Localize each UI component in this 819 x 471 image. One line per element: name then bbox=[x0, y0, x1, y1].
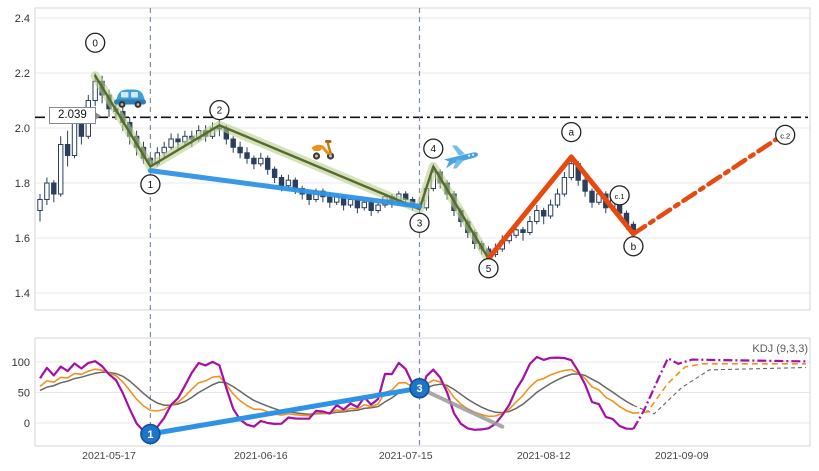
svg-text:50: 50 bbox=[18, 388, 30, 400]
impulse-wave bbox=[90, 71, 493, 264]
wave-label: 4 bbox=[423, 138, 444, 159]
wave-label: b bbox=[623, 236, 644, 257]
svg-text:2021-08-12: 2021-08-12 bbox=[517, 450, 571, 462]
svg-text:5: 5 bbox=[486, 264, 492, 275]
wave-label: 2 bbox=[209, 99, 230, 121]
svg-text:1: 1 bbox=[147, 429, 153, 441]
svg-text:1: 1 bbox=[148, 180, 154, 191]
svg-text:2.4: 2.4 bbox=[15, 13, 30, 25]
kdj-indicator-label: KDJ (9,3,3) bbox=[752, 343, 808, 355]
svg-text:1.6: 1.6 bbox=[15, 233, 30, 245]
wave-label: 0 bbox=[85, 32, 106, 53]
scooter-icon bbox=[310, 136, 335, 166]
svg-text:c.1: c.1 bbox=[615, 192, 625, 201]
svg-text:2.0: 2.0 bbox=[15, 123, 30, 135]
price-trendline bbox=[147, 168, 422, 209]
kdj-trendline: 13 bbox=[140, 377, 430, 445]
vlines-layer bbox=[149, 8, 421, 446]
wave-label: a bbox=[561, 121, 582, 143]
svg-text:100: 100 bbox=[12, 357, 30, 369]
svg-text:b: b bbox=[631, 242, 637, 253]
grid-layer bbox=[34, 7, 811, 447]
wave-label: 5 bbox=[478, 258, 499, 279]
svg-text:0: 0 bbox=[92, 38, 98, 49]
svg-text:3: 3 bbox=[417, 218, 423, 229]
svg-text:2.2: 2.2 bbox=[15, 68, 30, 80]
wave-label: 1 bbox=[140, 174, 161, 195]
svg-text:2021-09-09: 2021-09-09 bbox=[655, 450, 709, 462]
svg-text:2: 2 bbox=[217, 106, 223, 117]
wave-label: c.1 bbox=[609, 185, 630, 206]
car-icon bbox=[112, 87, 148, 114]
airplane-icon bbox=[442, 142, 480, 177]
svg-text:0: 0 bbox=[24, 418, 30, 430]
wave-label: c.2 bbox=[775, 124, 796, 146]
svg-text:3: 3 bbox=[416, 383, 422, 395]
hline-value-badge: 2.039 bbox=[49, 107, 101, 124]
wave-labels: 0 1 2 3 4 5 a b c.1 c.2 bbox=[85, 32, 796, 279]
svg-text:1.4: 1.4 bbox=[15, 288, 30, 300]
kdj-forecast-layer bbox=[632, 356, 806, 430]
kdj-wave-marker: 3 bbox=[409, 377, 430, 399]
kdj-layer bbox=[39, 355, 634, 435]
abc-wave bbox=[486, 131, 788, 262]
svg-text:a: a bbox=[569, 128, 575, 139]
svg-text:1.8: 1.8 bbox=[15, 178, 30, 190]
kdj-wave-marker: 1 bbox=[140, 423, 161, 445]
svg-text:2021-05-17: 2021-05-17 bbox=[82, 450, 136, 462]
svg-text:2021-07-15: 2021-07-15 bbox=[379, 450, 433, 462]
svg-text:2021-06-16: 2021-06-16 bbox=[234, 450, 288, 462]
svg-text:4: 4 bbox=[431, 144, 437, 155]
svg-text:c.2: c.2 bbox=[780, 131, 790, 140]
kdj-gray-trendline bbox=[417, 386, 505, 429]
wave-label: 3 bbox=[409, 212, 430, 234]
